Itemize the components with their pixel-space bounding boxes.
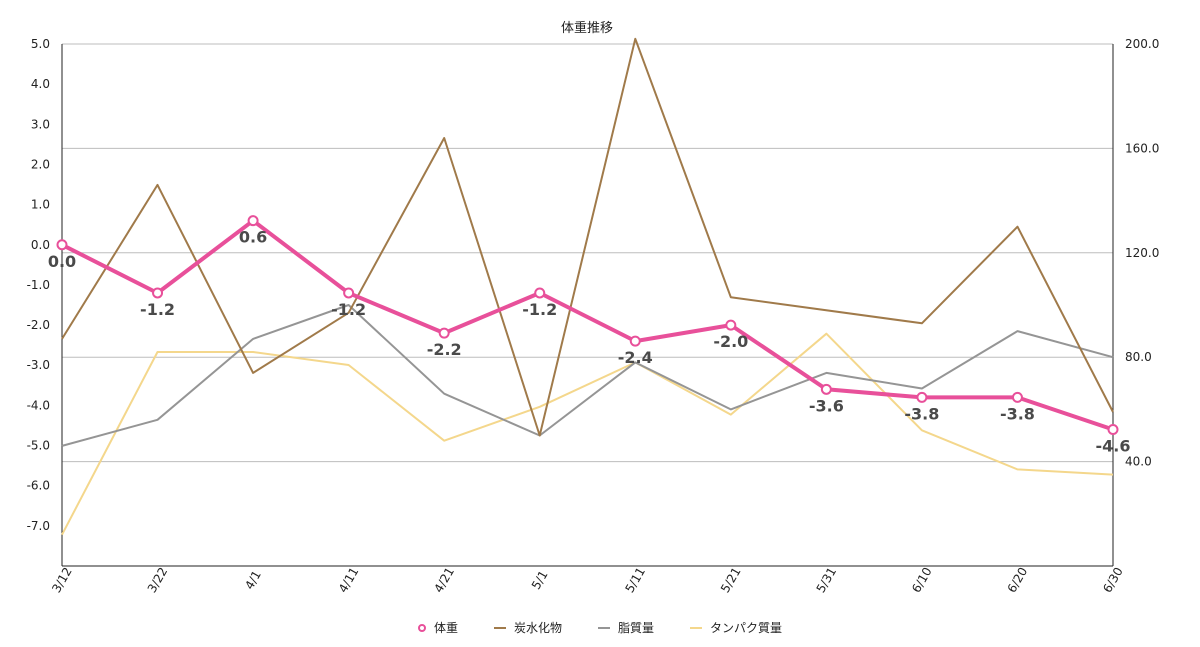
x-tick-label: 6/20	[1005, 565, 1031, 595]
left-tick-label: 2.0	[31, 157, 50, 171]
legend-item-fat[interactable]: 脂質量	[598, 619, 654, 636]
right-tick-label: 80.0	[1125, 350, 1152, 364]
legend-item-weight[interactable]: 体重	[417, 619, 458, 636]
series-lines	[61, 37, 1114, 536]
left-tick-label: -3.0	[27, 358, 50, 372]
weight-point	[247, 215, 259, 227]
x-tick-label: 5/31	[814, 565, 840, 595]
left-tick-label: -4.0	[27, 398, 50, 412]
left-tick-label: 5.0	[31, 37, 50, 51]
weight-data-label: -3.8	[904, 404, 939, 423]
left-axis-ticks: 5.0 4.0 3.0 2.0 1.0 0.0 -1.0 -2.0 -3.0 -4.0 -5.0 -6…	[27, 37, 50, 533]
legend-item-protein[interactable]: タンパク質量	[690, 619, 782, 636]
left-tick-label: 0.0	[31, 238, 50, 252]
legend-carbs-line-icon	[493, 626, 506, 629]
legend-carbs-label: 炭水化物	[513, 621, 562, 635]
right-tick-label: 160.0	[1125, 141, 1159, 155]
x-tick-label: 6/30	[1100, 565, 1126, 595]
x-tick-label: 4/21	[431, 565, 457, 595]
legend: 体重 炭水化物 脂質量 タンパク質量	[0, 619, 1200, 636]
left-tick-label: 3.0	[31, 117, 50, 131]
weight-data-label: 0.6	[239, 228, 267, 247]
weight-point	[820, 383, 832, 395]
legend-weight-marker-icon	[417, 623, 426, 632]
weight-point	[534, 287, 546, 299]
series-line-体重	[61, 218, 1114, 432]
weight-data-label: -4.6	[1096, 436, 1131, 455]
grid-lines	[62, 43, 1113, 463]
weight-point	[438, 327, 450, 339]
chart-title: 体重推移	[561, 20, 613, 36]
weight-markers	[56, 215, 1119, 435]
left-tick-label: -7.0	[27, 519, 50, 533]
x-tick-label: 3/22	[145, 565, 171, 595]
legend-weight-label: 体重	[433, 621, 458, 635]
x-tick-label: 4/11	[336, 565, 362, 595]
right-axis-ticks: 200.0 160.0 120.0 80.0 40.0	[1125, 37, 1159, 469]
weight-point	[725, 319, 737, 331]
left-tick-label: 1.0	[31, 198, 50, 212]
right-tick-label: 120.0	[1125, 246, 1159, 260]
weight-data-label: -3.8	[1000, 404, 1035, 423]
left-tick-label: -6.0	[27, 479, 50, 493]
x-tick-label: 6/10	[909, 565, 935, 595]
weight-data-label: 0.0	[48, 252, 76, 271]
weight-point	[629, 335, 641, 347]
weight-point	[1011, 391, 1023, 403]
weight-data-label: -2.2	[427, 340, 462, 359]
weight-point	[152, 287, 164, 299]
weight-data-label: -1.2	[331, 300, 366, 319]
weight-data-label: -1.2	[140, 300, 175, 319]
left-tick-label: -5.0	[27, 439, 50, 453]
weight-point	[1107, 423, 1119, 435]
weight-point	[916, 391, 928, 403]
weight-point	[343, 287, 355, 299]
series-line-脂質量	[61, 304, 1114, 447]
left-tick-label: -1.0	[27, 278, 50, 292]
weight-point	[56, 239, 68, 251]
series-line-タンパク質量	[61, 332, 1114, 536]
weight-data-label: -3.6	[809, 396, 844, 415]
series-line-炭水化物	[61, 37, 1114, 437]
legend-fat-line-icon	[598, 626, 610, 629]
weight-data-label: -1.2	[522, 300, 557, 319]
left-tick-label: 4.0	[31, 77, 50, 91]
x-tick-label: 3/12	[49, 565, 75, 595]
axes	[61, 44, 1114, 567]
x-tick-label: 5/21	[718, 565, 744, 595]
x-tick-label: 5/11	[622, 565, 648, 595]
x-axis-ticks: 3/12 3/22 4/1 4/11 4/21 5/1 5/11 5/21 5/31 6/10 6/…	[49, 565, 1126, 595]
legend-protein-label: タンパク質量	[710, 621, 783, 635]
right-tick-label: 200.0	[1125, 37, 1159, 51]
x-tick-label: 5/1	[529, 568, 551, 592]
weight-data-label: -2.0	[713, 332, 748, 351]
x-tick-label: 4/1	[242, 568, 264, 592]
weight-data-label: -2.4	[618, 348, 653, 367]
left-tick-label: -2.0	[27, 318, 50, 332]
legend-protein-line-icon	[690, 626, 703, 629]
data-labels: 0.0 -1.2 0.6 -1.2 -2.2 -1.2 -2.4 -2.0 -3.6 -3.8 -3…	[48, 228, 1131, 456]
legend-item-carbs[interactable]: 炭水化物	[493, 619, 562, 636]
right-tick-label: 40.0	[1125, 455, 1152, 469]
legend-fat-label: 脂質量	[618, 621, 655, 635]
